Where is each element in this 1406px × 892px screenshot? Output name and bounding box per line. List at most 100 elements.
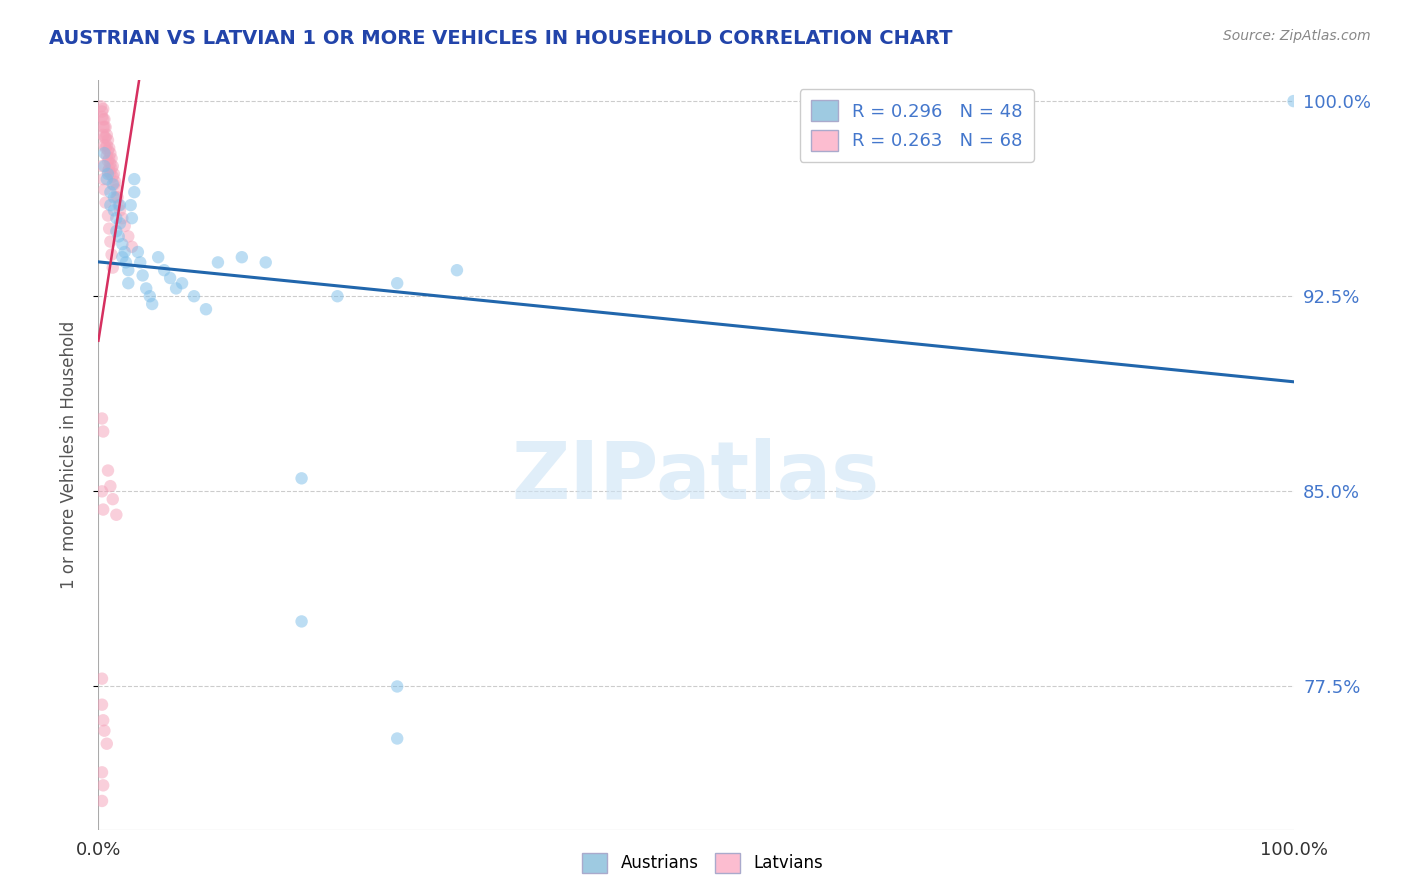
Point [254, 255, 277, 269]
Point [111, 211, 134, 226]
Point [96, 138, 118, 153]
Point [96, 737, 118, 751]
Point [91, 778, 114, 792]
Point [93, 183, 115, 197]
Point [326, 289, 349, 303]
Point [139, 289, 162, 303]
Point [385, 276, 409, 290]
Point [96, 149, 118, 163]
Point [97, 153, 120, 168]
Point [124, 172, 146, 186]
Point [385, 731, 409, 746]
Point [96, 172, 118, 186]
Point [91, 794, 114, 808]
Point [91, 159, 114, 173]
Point [165, 281, 187, 295]
Point [94, 120, 117, 135]
Point [98, 161, 121, 176]
Point [103, 178, 125, 192]
Point [172, 276, 194, 290]
Point [98, 235, 122, 249]
Point [91, 425, 114, 439]
Point [94, 195, 117, 210]
Point [131, 268, 153, 283]
Point [100, 247, 122, 261]
Point [97, 167, 120, 181]
Point [104, 175, 127, 189]
Point [117, 263, 139, 277]
Point [98, 198, 122, 212]
Point [446, 263, 468, 277]
Point [93, 138, 115, 153]
Point [91, 104, 114, 119]
Point [121, 211, 143, 226]
Point [100, 151, 122, 165]
Legend: Austrians, Latvians: Austrians, Latvians [576, 847, 830, 880]
Point [129, 255, 152, 269]
Point [98, 167, 122, 181]
Point [107, 190, 129, 204]
Point [103, 203, 125, 218]
Point [91, 128, 114, 142]
Point [107, 198, 129, 212]
Point [153, 263, 176, 277]
Point [91, 112, 114, 127]
Point [93, 146, 115, 161]
Point [107, 229, 129, 244]
Point [94, 141, 117, 155]
Point [105, 508, 128, 522]
Point [98, 141, 121, 155]
Text: ZIPatlas: ZIPatlas [512, 438, 880, 516]
Point [93, 120, 115, 135]
Point [124, 185, 146, 199]
Point [91, 765, 114, 780]
Point [98, 221, 121, 235]
Point [94, 130, 117, 145]
Point [101, 178, 124, 192]
Point [91, 484, 114, 499]
Point [115, 255, 138, 269]
Point [91, 411, 114, 425]
Point [120, 198, 142, 212]
Point [111, 237, 134, 252]
Point [91, 110, 114, 124]
Point [207, 255, 229, 269]
Point [97, 209, 120, 223]
Point [97, 144, 120, 158]
Point [108, 203, 131, 218]
Y-axis label: 1 or more Vehicles in Household: 1 or more Vehicles in Household [59, 321, 77, 589]
Point [91, 102, 114, 116]
Point [98, 185, 122, 199]
Point [101, 492, 124, 507]
Point [195, 302, 218, 317]
Point [93, 159, 115, 173]
Point [103, 167, 125, 181]
Point [103, 190, 125, 204]
Point [93, 130, 115, 145]
Point [105, 211, 128, 226]
Point [385, 680, 409, 694]
Point [159, 271, 181, 285]
Legend: R = 0.296   N = 48, R = 0.263   N = 68: R = 0.296 N = 48, R = 0.263 N = 68 [800, 89, 1033, 161]
Point [101, 169, 124, 184]
Point [117, 276, 139, 290]
Point [135, 281, 157, 295]
Point [91, 698, 114, 712]
Point [91, 714, 114, 728]
Point [291, 615, 314, 629]
Point [90, 99, 112, 113]
Point [93, 112, 115, 127]
Point [117, 229, 139, 244]
Point [108, 216, 131, 230]
Point [91, 672, 114, 686]
Point [100, 161, 122, 176]
Point [121, 240, 143, 254]
Point [114, 219, 136, 233]
Point [98, 151, 121, 165]
Point [114, 245, 136, 260]
Point [98, 156, 122, 170]
Point [231, 250, 253, 264]
Point [93, 723, 115, 738]
Point [101, 260, 124, 275]
Point [97, 133, 120, 147]
